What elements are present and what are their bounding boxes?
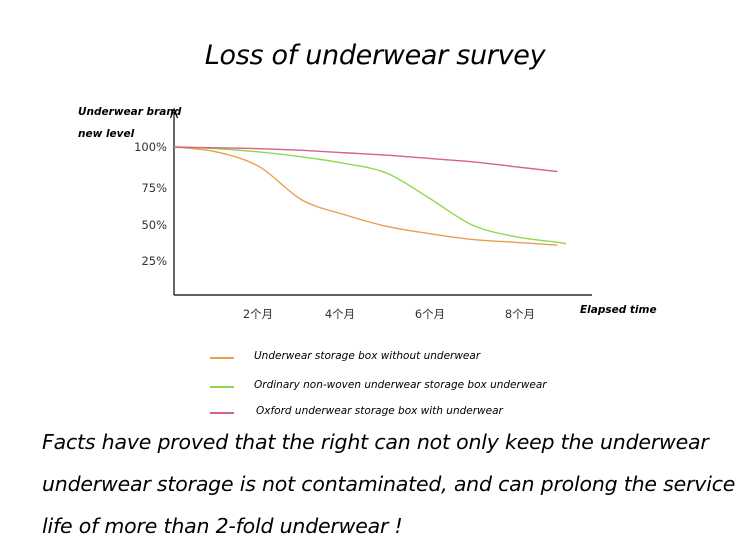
y-tick-label: 100%: [134, 140, 167, 154]
x-tick-label: 6个月: [415, 307, 445, 321]
y-axis-label-line-1: Underwear brand: [78, 106, 182, 118]
y-tick-label: 75%: [141, 181, 167, 195]
legend-swatch-2: [210, 412, 234, 414]
x-axis-label: Elapsed time: [580, 304, 657, 316]
chart-axes: [169, 107, 592, 296]
y-tick-label: 50%: [141, 218, 167, 232]
y-axis-label-line-2: new level: [78, 128, 135, 140]
chart-ticks: 100% 75% 50% 25% 2个月 4个月 6个月 8个月: [134, 140, 535, 321]
legend-swatch-0: [210, 357, 234, 359]
footer-line-1: Facts have proved that the right can not…: [42, 430, 709, 454]
y-tick-label: 25%: [141, 254, 167, 268]
line-chart: 100% 75% 50% 25% 2个月 4个月 6个月 8个月: [134, 107, 592, 321]
footer-line-2: underwear storage is not contaminated, a…: [42, 472, 736, 496]
chart-title: Loss of underwear survey: [204, 40, 546, 71]
y-axis-label: Underwear brand new level: [78, 101, 181, 145]
legend-label-2: Oxford underwear storage box with underw…: [256, 405, 503, 417]
footer-line-3: life of more than 2-fold underwear !: [42, 514, 403, 538]
chart-series: [173, 146, 567, 246]
series-line-orange: [173, 146, 558, 246]
series-line-green: [173, 146, 567, 245]
legend-label-1: Ordinary non-woven underwear storage box…: [254, 379, 547, 391]
legend-label-0: Underwear storage box without underwear: [254, 350, 481, 362]
legend-swatch-1: [210, 386, 234, 388]
series-line-pink: [173, 146, 558, 173]
y-axis-arrow: [169, 107, 179, 119]
x-tick-label: 2个月: [243, 307, 273, 321]
x-tick-label: 8个月: [505, 307, 535, 321]
footer-text: Facts have proved that the right can not…: [42, 421, 742, 547]
x-tick-label: 4个月: [325, 307, 355, 321]
